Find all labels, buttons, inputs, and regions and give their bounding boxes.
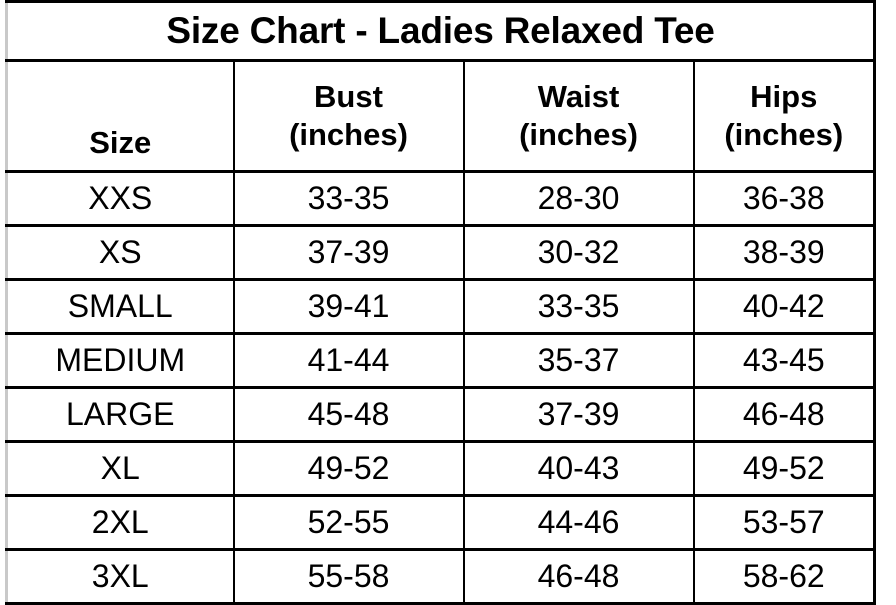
cell-waist: 28-30 (462, 170, 695, 227)
cell-waist: 44-46 (462, 494, 695, 551)
header-row: Size Bust (inches) Waist (inches) Hips (… (5, 59, 876, 173)
cell-bust: 39-41 (232, 278, 465, 335)
cell-bust: 37-39 (232, 224, 465, 281)
cell-waist: 30-32 (462, 224, 695, 281)
column-header-waist: Waist (inches) (462, 59, 695, 173)
table-row: XL 49-52 40-43 49-52 (5, 440, 876, 497)
cell-size: SMALL (5, 278, 235, 335)
cell-size: 3XL (5, 548, 235, 605)
column-header-size: Size (5, 59, 235, 173)
cell-bust: 45-48 (232, 386, 465, 443)
cell-size: XS (5, 224, 235, 281)
cell-hips: 46-48 (692, 386, 876, 443)
table-row: SMALL 39-41 33-35 40-42 (5, 278, 876, 335)
column-header-hips: Hips (inches) (692, 59, 876, 173)
column-header-bust: Bust (inches) (232, 59, 465, 173)
table-row: LARGE 45-48 37-39 46-48 (5, 386, 876, 443)
cell-hips: 36-38 (692, 170, 876, 227)
cell-hips: 49-52 (692, 440, 876, 497)
column-header-size-line1: Size (89, 125, 152, 160)
table-row: XXS 33-35 28-30 36-38 (5, 170, 876, 227)
column-header-hips-line2: (inches) (724, 117, 844, 152)
cell-waist: 35-37 (462, 332, 695, 389)
column-header-hips-line1: Hips (750, 79, 818, 114)
cell-bust: 52-55 (232, 494, 465, 551)
column-header-bust-line2: (inches) (289, 117, 408, 152)
title-row: Size Chart - Ladies Relaxed Tee (5, 0, 876, 62)
cell-bust: 33-35 (232, 170, 465, 227)
column-header-waist-line1: Waist (537, 79, 620, 114)
cell-size: XL (5, 440, 235, 497)
cell-size: MEDIUM (5, 332, 235, 389)
cell-size: LARGE (5, 386, 235, 443)
cell-waist: 33-35 (462, 278, 695, 335)
size-chart-table: Size Chart - Ladies Relaxed Tee Size Bus… (5, 0, 876, 605)
cell-waist: 37-39 (462, 386, 695, 443)
cell-bust: 49-52 (232, 440, 465, 497)
column-header-waist-line2: (inches) (519, 117, 638, 152)
table-row: 2XL 52-55 44-46 53-57 (5, 494, 876, 551)
column-header-bust-line1: Bust (314, 79, 383, 114)
table-row: 3XL 55-58 46-48 58-62 (5, 548, 876, 605)
cell-hips: 58-62 (692, 548, 876, 605)
cell-waist: 46-48 (462, 548, 695, 605)
cell-hips: 38-39 (692, 224, 876, 281)
cell-size: XXS (5, 170, 235, 227)
cell-hips: 40-42 (692, 278, 876, 335)
cell-waist: 40-43 (462, 440, 695, 497)
cell-bust: 41-44 (232, 332, 465, 389)
table-row: MEDIUM 41-44 35-37 43-45 (5, 332, 876, 389)
cell-bust: 55-58 (232, 548, 465, 605)
cell-hips: 43-45 (692, 332, 876, 389)
cell-size: 2XL (5, 494, 235, 551)
table-row: XS 37-39 30-32 38-39 (5, 224, 876, 281)
chart-title: Size Chart - Ladies Relaxed Tee (5, 0, 876, 62)
cell-hips: 53-57 (692, 494, 876, 551)
